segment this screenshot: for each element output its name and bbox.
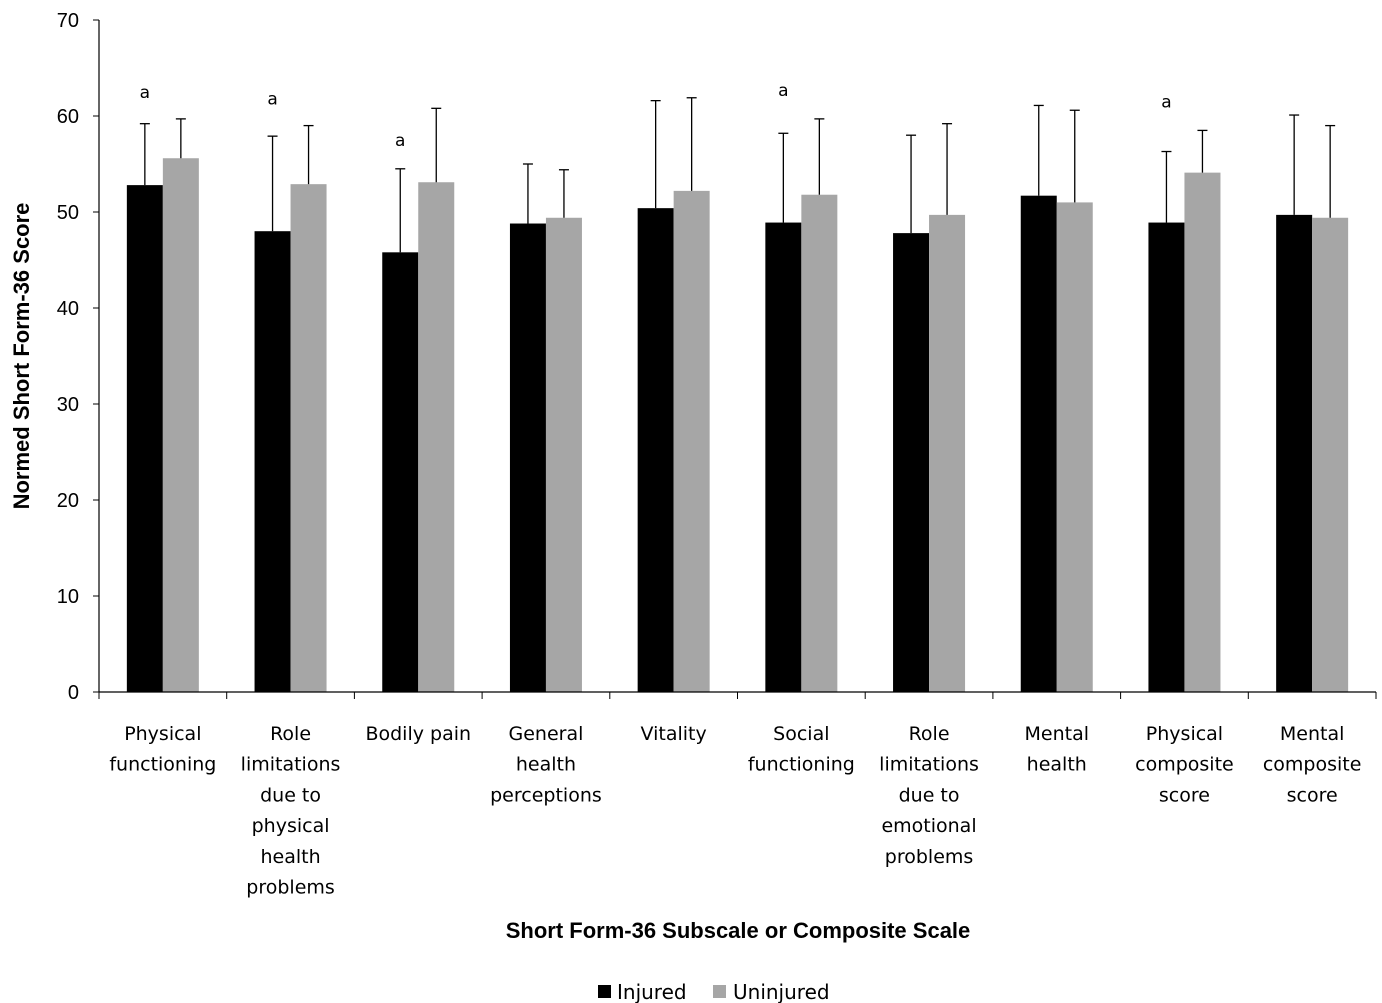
x-tick-label: Bodily pain xyxy=(365,723,471,745)
x-tick-label: Social functioning xyxy=(748,723,855,776)
bar-injured xyxy=(126,185,163,692)
legend-label-uninjured: Uninjured xyxy=(733,980,830,1003)
bar-uninjured xyxy=(162,158,199,693)
y-tick-label: 50 xyxy=(57,202,79,224)
legend-swatch-uninjured xyxy=(713,985,726,998)
x-tick-label: Role limitations due to physical health probl… xyxy=(241,723,341,899)
significance-label: a xyxy=(1161,93,1171,113)
y-tick-label: 10 xyxy=(57,586,79,608)
x-axis-title: Short Form-36 Subscale or Composite Scal… xyxy=(506,918,971,943)
bar-uninjured xyxy=(673,190,710,692)
bar-uninjured xyxy=(801,194,838,692)
bar-injured xyxy=(382,252,419,692)
bar-injured xyxy=(509,223,546,692)
y-tick-label: 60 xyxy=(57,106,79,128)
y-axis-title: Normed Short Form-36 Score xyxy=(9,203,34,510)
y-tick-label: 20 xyxy=(57,490,79,512)
significance-label: a xyxy=(395,131,405,151)
y-tick-label: 70 xyxy=(57,10,79,32)
y-tick-label: 40 xyxy=(57,298,79,320)
legend-label-injured: Injured xyxy=(617,980,687,1003)
significance-label: a xyxy=(140,83,150,103)
bar-uninjured xyxy=(418,182,455,693)
x-tick-label: Physical functioning xyxy=(109,723,216,776)
x-axis-labels: Physical functioning Role limitations due to… xyxy=(109,723,1361,899)
bar-uninjured xyxy=(1312,217,1349,692)
x-tick-label: Mental health xyxy=(1025,723,1090,776)
x-tick-label: Vitality xyxy=(641,723,707,745)
bar-uninjured xyxy=(1056,202,1093,692)
bar-uninjured xyxy=(1184,172,1221,692)
bar-injured xyxy=(1276,214,1313,692)
legend: Injured Uninjured xyxy=(598,980,830,1003)
bar-injured xyxy=(1020,195,1057,692)
bars xyxy=(126,158,1349,693)
bar-injured xyxy=(893,233,930,692)
bar-injured xyxy=(637,208,674,692)
significance-annotations: a a a a a xyxy=(140,81,1172,151)
x-tick-label: Mental composite score xyxy=(1263,723,1362,806)
x-tick-label: General health perceptions xyxy=(490,723,602,806)
bar-uninjured xyxy=(290,184,327,692)
significance-label: a xyxy=(267,90,277,110)
bar-uninjured xyxy=(545,217,582,692)
x-tick-label: Role limitations due to emotional problems xyxy=(879,723,979,868)
error-bars xyxy=(139,97,1336,253)
axes xyxy=(98,20,1377,699)
legend-swatch-injured xyxy=(598,985,611,998)
y-axis-ticks: 0 10 20 30 40 50 60 70 xyxy=(57,10,99,704)
y-tick-label: 30 xyxy=(57,394,79,416)
significance-label: a xyxy=(778,81,788,101)
x-tick-label: Physical composite score xyxy=(1135,723,1234,806)
bar-uninjured xyxy=(929,214,966,692)
bar-injured xyxy=(765,222,802,692)
bar-injured xyxy=(1148,222,1185,692)
y-tick-label: 0 xyxy=(68,682,79,704)
bar-injured xyxy=(254,231,291,692)
